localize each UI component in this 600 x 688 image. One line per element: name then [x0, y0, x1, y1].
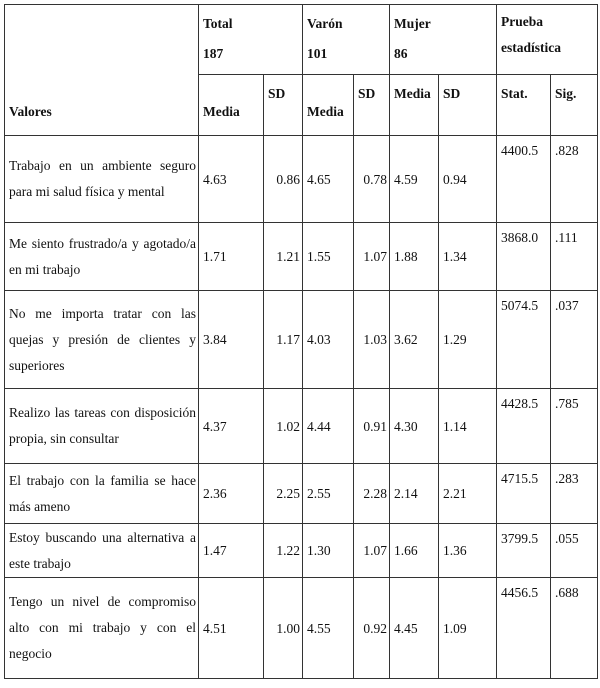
cell-mujer-sd: 1.36 — [438, 523, 498, 578]
results-table: Valores Total 187 Varón 101 Mujer 86 Prueba… — [4, 4, 599, 679]
cell-varon-media: 1.55 — [302, 222, 355, 291]
table-row: El trabajo con la familia se hace más am… — [4, 463, 599, 524]
cell-total-sd: 1.17 — [262, 290, 304, 389]
cell-sig: .283 — [550, 463, 599, 524]
header-group-prueba: Prueba estadística — [496, 4, 599, 75]
cell-label: Realizo las tareas con disposición propi… — [4, 388, 199, 464]
cell-mujer-sd: 1.29 — [438, 290, 498, 389]
cell-varon-sd: 1.07 — [353, 222, 391, 291]
cell-total-media: 1.71 — [198, 222, 264, 291]
cell-varon-sd: 2.28 — [353, 463, 391, 524]
cell-sig: .688 — [550, 577, 599, 679]
header-group-mujer: Mujer 86 — [389, 4, 498, 75]
cell-mujer-media: 4.59 — [389, 135, 440, 223]
header-valores: Valores — [4, 4, 199, 136]
cell-varon-sd: 0.91 — [353, 388, 391, 464]
cell-total-media: 2.36 — [198, 463, 264, 524]
cell-varon-media: 1.30 — [302, 523, 355, 578]
cell-sig: .828 — [550, 135, 599, 223]
cell-sig: .111 — [550, 222, 599, 291]
header-group-varon: Varón 101 — [302, 4, 391, 75]
cell-mujer-media: 4.45 — [389, 577, 440, 679]
header-varon-sd: SD — [353, 74, 391, 136]
table-row: Tengo un nivel de compromiso alto con mi… — [4, 577, 599, 679]
cell-total-sd: 1.21 — [262, 222, 304, 291]
table-row: Realizo las tareas con disposición propi… — [4, 388, 599, 464]
cell-stat: 4428.5 — [496, 388, 552, 464]
cell-sig: .785 — [550, 388, 599, 464]
cell-varon-media: 4.65 — [302, 135, 355, 223]
cell-mujer-sd: 2.21 — [438, 463, 498, 524]
cell-label: Tengo un nivel de compromiso alto con mi… — [4, 577, 199, 679]
cell-varon-media: 4.55 — [302, 577, 355, 679]
cell-label: Trabajo en un ambiente seguro para mi sa… — [4, 135, 199, 223]
cell-label: No me importa tratar con las quejas y pr… — [4, 290, 199, 389]
cell-mujer-sd: 1.34 — [438, 222, 498, 291]
cell-mujer-media: 4.30 — [389, 388, 440, 464]
table-row: Estoy buscando una alternativa a este tr… — [4, 523, 599, 578]
cell-mujer-media: 1.66 — [389, 523, 440, 578]
cell-total-media: 3.84 — [198, 290, 264, 389]
cell-mujer-sd: 0.94 — [438, 135, 498, 223]
cell-total-media: 4.63 — [198, 135, 264, 223]
cell-total-sd: 1.22 — [262, 523, 304, 578]
cell-total-sd: 1.02 — [262, 388, 304, 464]
cell-label: El trabajo con la familia se hace más am… — [4, 463, 199, 524]
cell-sig: .037 — [550, 290, 599, 389]
cell-total-sd: 1.00 — [262, 577, 304, 679]
cell-mujer-media: 2.14 — [389, 463, 440, 524]
header-sig: Sig. — [550, 74, 599, 136]
cell-stat: 3868.0 — [496, 222, 552, 291]
cell-mujer-sd: 1.14 — [438, 388, 498, 464]
cell-varon-sd: 1.07 — [353, 523, 391, 578]
cell-total-sd: 2.25 — [262, 463, 304, 524]
header-stat: Stat. — [496, 74, 552, 136]
table-row: Trabajo en un ambiente seguro para mi sa… — [4, 135, 599, 223]
cell-varon-media: 4.44 — [302, 388, 355, 464]
cell-total-media: 4.51 — [198, 577, 264, 679]
cell-stat: 5074.5 — [496, 290, 552, 389]
cell-mujer-media: 3.62 — [389, 290, 440, 389]
header-group-total: Total 187 — [197, 4, 304, 75]
header-row-sub: Media SD Media SD Media SD Stat. Sig. — [5, 74, 599, 136]
header-mujer-sd: SD — [438, 74, 498, 136]
header-total-media: Media — [198, 74, 264, 136]
cell-varon-media: 4.03 — [302, 290, 355, 389]
cell-stat: 4715.5 — [496, 463, 552, 524]
cell-stat: 4456.5 — [496, 577, 552, 679]
cell-label: Me siento frustrado/a y agotado/a en mi … — [4, 222, 199, 291]
header-total-sd: SD — [262, 74, 304, 136]
header-row-groups: Valores Total 187 Varón 101 Mujer 86 Prueba… — [4, 4, 599, 136]
cell-varon-media: 2.55 — [302, 463, 355, 524]
table-row: Me siento frustrado/a y agotado/a en mi … — [4, 222, 599, 291]
table-row: No me importa tratar con las quejas y pr… — [4, 290, 599, 389]
cell-total-sd: 0.86 — [262, 135, 304, 223]
header-mujer-media: Media — [389, 74, 440, 136]
header-varon-media: Media — [302, 74, 355, 136]
cell-mujer-sd: 1.09 — [438, 577, 498, 679]
cell-varon-sd: 0.78 — [353, 135, 391, 223]
cell-label: Estoy buscando una alternativa a este tr… — [4, 523, 199, 578]
cell-varon-sd: 1.03 — [353, 290, 391, 389]
cell-stat: 3799.5 — [496, 523, 552, 578]
cell-mujer-media: 1.88 — [389, 222, 440, 291]
cell-total-media: 1.47 — [198, 523, 264, 578]
cell-stat: 4400.5 — [496, 135, 552, 223]
cell-total-media: 4.37 — [198, 388, 264, 464]
cell-varon-sd: 0.92 — [353, 577, 391, 679]
cell-sig: .055 — [550, 523, 599, 578]
